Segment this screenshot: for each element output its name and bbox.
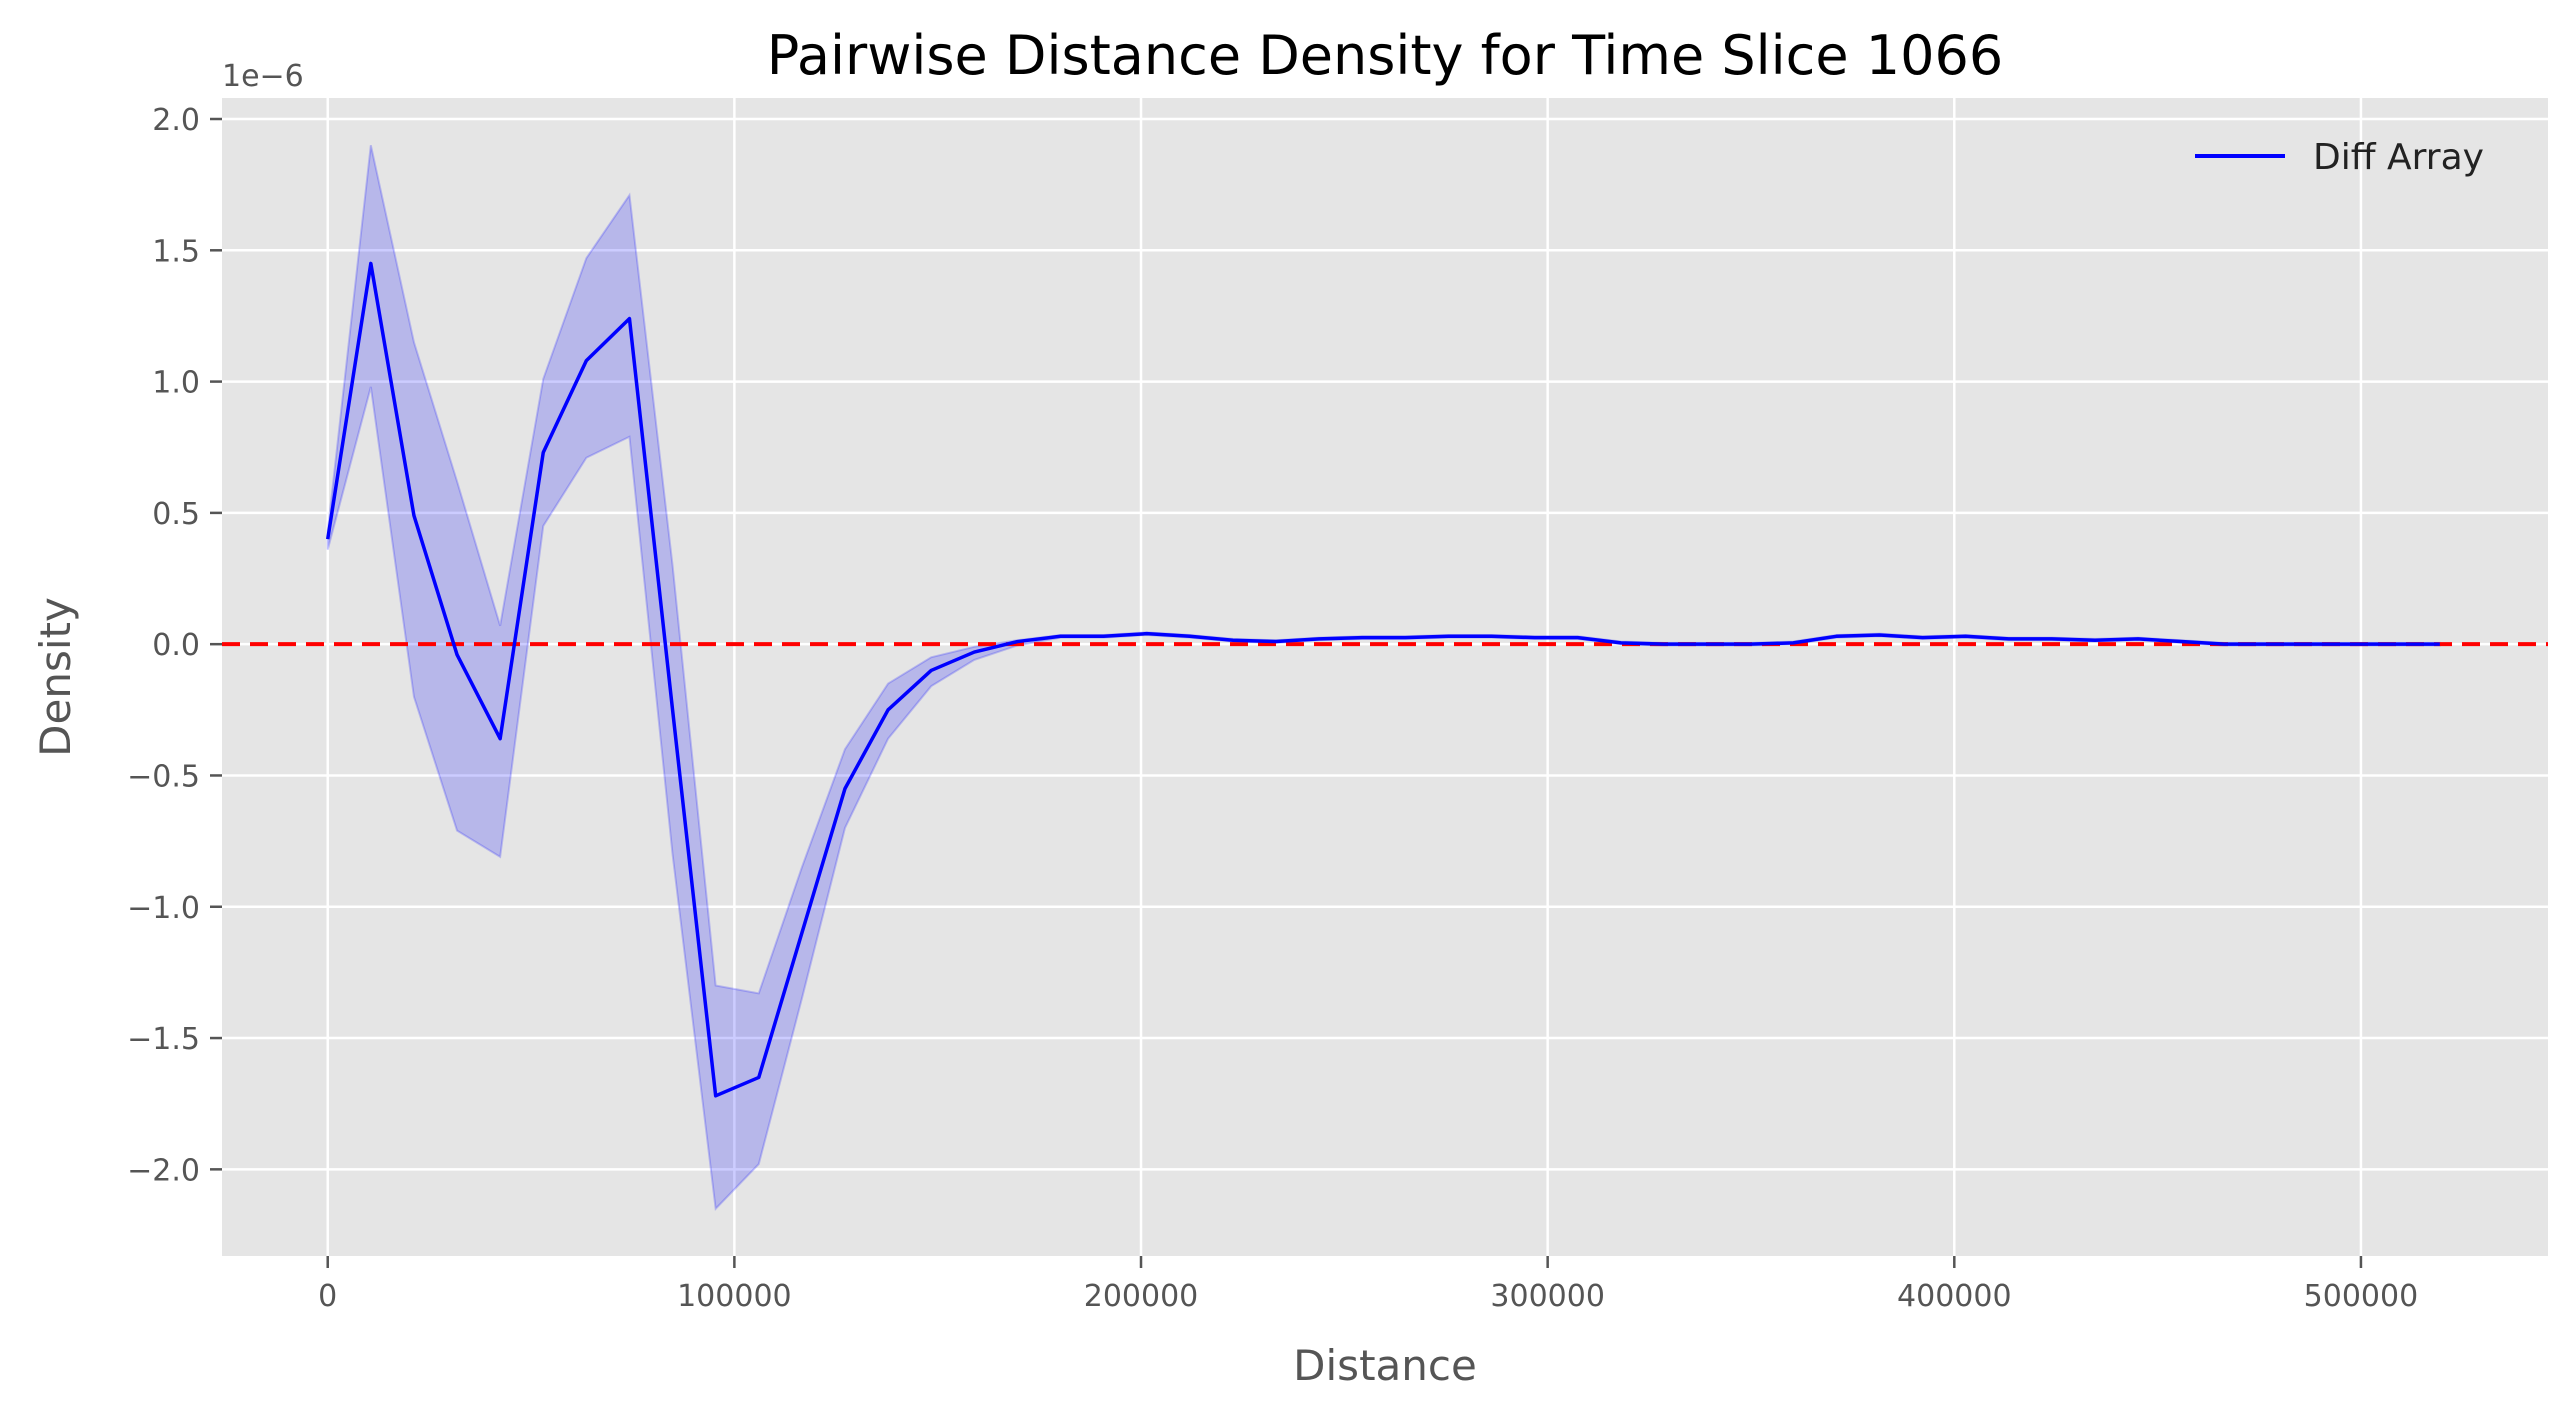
y-tick-label: 1.5 <box>152 234 200 269</box>
x-tick-label: 200000 <box>1084 1279 1199 1314</box>
y-offset-label: 1e−6 <box>222 59 304 94</box>
series-line-diff-array <box>325 261 2440 1098</box>
chart-title: Pairwise Distance Density for Time Slice… <box>767 24 2003 87</box>
x-axis-label: Distance <box>1293 1341 1477 1390</box>
y-tick-label: −2.0 <box>127 1153 200 1188</box>
series-line-layer <box>325 261 2440 1098</box>
y-tick-label: 0.5 <box>152 497 200 532</box>
y-tick-label: 2.0 <box>152 103 200 138</box>
x-tick-label: 400000 <box>1897 1279 2012 1314</box>
x-tick-label: 0 <box>318 1279 337 1314</box>
tick-layer: 0 100000 200000 300000 400000 500000 2.0 1.5 1.0… <box>127 103 2418 1314</box>
x-tick-label: 100000 <box>677 1279 792 1314</box>
y-tick-label: −1.5 <box>127 1022 200 1057</box>
y-tick-label: 0.0 <box>152 628 200 663</box>
x-tick-label: 300000 <box>1490 1279 1605 1314</box>
y-tick-label: −1.0 <box>127 891 200 926</box>
y-tick-label: −0.5 <box>127 759 200 794</box>
legend-label-diff-array: Diff Array <box>2313 137 2484 178</box>
plot-area <box>222 98 2548 1256</box>
y-axis-label: Density <box>31 597 80 757</box>
legend: Diff Array <box>2195 137 2484 178</box>
y-tick-label: 1.0 <box>152 366 200 401</box>
x-tick-label: 500000 <box>2304 1279 2419 1314</box>
